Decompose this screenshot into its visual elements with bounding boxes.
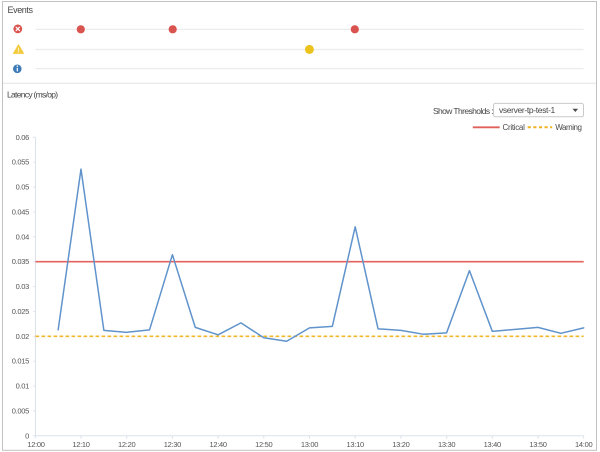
svg-text:12:20: 12:20	[118, 440, 135, 449]
svg-text:12:50: 12:50	[255, 440, 272, 449]
svg-text:0: 0	[25, 431, 29, 440]
svg-text:12:00: 12:00	[27, 440, 44, 449]
svg-text:Show Thresholds :: Show Thresholds :	[433, 106, 493, 116]
svg-text:12:10: 12:10	[72, 440, 89, 449]
svg-text:0.015: 0.015	[12, 357, 29, 366]
svg-text:0.05: 0.05	[16, 183, 30, 192]
svg-text:13:10: 13:10	[347, 440, 364, 449]
svg-text:Events: Events	[8, 5, 34, 15]
svg-text:14:00: 14:00	[575, 440, 592, 449]
svg-text:12:30: 12:30	[164, 440, 181, 449]
svg-text:0.005: 0.005	[12, 406, 29, 415]
svg-text:0.01: 0.01	[16, 382, 30, 391]
svg-text:Critical: Critical	[503, 123, 526, 132]
svg-text:vserver-tp-test-1: vserver-tp-test-1	[499, 105, 556, 115]
svg-text:0.025: 0.025	[12, 307, 29, 316]
svg-text:13:30: 13:30	[438, 440, 455, 449]
svg-text:0.04: 0.04	[16, 232, 30, 241]
svg-text:0.02: 0.02	[16, 332, 30, 341]
svg-text:Warning: Warning	[555, 123, 581, 132]
svg-text:0.045: 0.045	[12, 207, 29, 216]
svg-text:13:50: 13:50	[529, 440, 546, 449]
svg-text:0.03: 0.03	[16, 282, 30, 291]
svg-text:0.06: 0.06	[16, 133, 30, 142]
svg-text:13:00: 13:00	[301, 440, 318, 449]
svg-text:13:20: 13:20	[392, 440, 409, 449]
svg-text:12:40: 12:40	[209, 440, 226, 449]
svg-text:0.035: 0.035	[12, 257, 29, 266]
svg-text:Latency (ms/op): Latency (ms/op)	[7, 89, 58, 99]
svg-text:0.055: 0.055	[12, 158, 29, 167]
svg-text:13:40: 13:40	[484, 440, 501, 449]
